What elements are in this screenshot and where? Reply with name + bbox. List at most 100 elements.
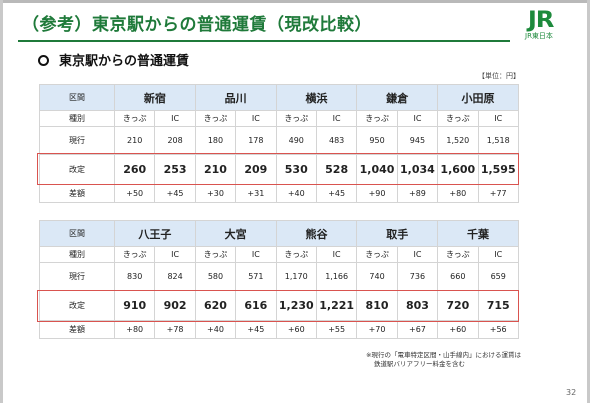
ic-type-label: IC	[154, 110, 196, 127]
fare-difference-ic: +31	[235, 184, 277, 203]
current-fare-ticket: 950	[356, 126, 398, 155]
section-heading-text: 東京駅からの普通運賃	[59, 54, 190, 69]
revised-fare-ic: 528	[315, 154, 358, 185]
current-fare-ic: 483	[315, 126, 358, 155]
station-name: 小田原	[437, 84, 519, 111]
top-bar	[0, 0, 590, 3]
current-fare-ic: 824	[154, 262, 196, 291]
revised-fare-ic: 616	[235, 290, 277, 321]
kind-row: 種別 きっぷ IC きっぷ IC きっぷ IC きっぷ IC きっぷ IC	[39, 110, 519, 127]
revised-fare-ticket: 260	[113, 154, 156, 185]
current-fare-label: 現行	[39, 262, 115, 291]
station-name: 新宿	[114, 84, 196, 111]
current-fare-label: 現行	[39, 126, 115, 155]
current-fare-ticket: 580	[194, 262, 237, 291]
station-name: 熊谷	[275, 220, 358, 247]
current-fare-ic: 1,518	[477, 126, 519, 155]
right-edge	[587, 0, 590, 403]
current-fare-ticket: 210	[113, 126, 156, 155]
circle-bullet-icon	[38, 55, 49, 66]
page-number: 32	[566, 388, 577, 397]
ic-type-label: IC	[235, 110, 277, 127]
ticket-type-label: きっぷ	[113, 246, 156, 263]
fare-difference-ic: +45	[315, 184, 358, 203]
footnote-line-2: 鉄道駅バリアフリー料金を含む	[374, 360, 465, 368]
kind-label: 種別	[39, 110, 115, 127]
ticket-type-label: きっぷ	[356, 110, 398, 127]
station-row: 区間 新宿 品川 横浜 鎌倉 小田原	[39, 84, 519, 111]
fare-difference-ic: +67	[396, 320, 439, 339]
fare-difference-label: 差額	[39, 320, 115, 339]
revised-fare-ic: 715	[477, 290, 519, 321]
ic-type-label: IC	[315, 246, 358, 263]
ticket-type-label: きっぷ	[437, 110, 479, 127]
fare-table-2: 区間 八王子 大宮 熊谷 取手 千葉 種別 きっぷ IC きっぷ IC きっぷ IC きっぷ IC きっぷ IC…	[39, 220, 519, 339]
ic-type-label: IC	[154, 246, 196, 263]
station-name: 大宮	[194, 220, 277, 247]
ticket-type-label: きっぷ	[194, 246, 237, 263]
jr-east-logo: JR JR東日本	[521, 8, 577, 42]
fare-difference-ic: +77	[477, 184, 519, 203]
fare-difference-ic: +55	[315, 320, 358, 339]
revised-fare-ic: 803	[396, 290, 439, 321]
fare-difference-ticket: +60	[437, 320, 479, 339]
fare-table-1: 区間 新宿 品川 横浜 鎌倉 小田原 種別 きっぷ IC きっぷ IC きっぷ IC きっぷ IC きっぷ IC…	[39, 84, 519, 203]
current-fare-ic: 208	[154, 126, 196, 155]
revised-fare-label: 改定	[39, 290, 115, 321]
ic-type-label: IC	[315, 110, 358, 127]
current-fare-ic: 945	[396, 126, 439, 155]
fare-difference-row: 差額 +50 +45 +30 +31 +40 +45 +90 +89 +80 +77	[39, 184, 519, 203]
slide-title: （参考）東京駅からの普通運賃（現改比較）	[22, 15, 372, 35]
fare-difference-ic: +45	[154, 184, 196, 203]
revised-fare-ticket: 1,600	[437, 154, 479, 185]
station-name: 品川	[194, 84, 277, 111]
revised-fare-ticket: 720	[437, 290, 479, 321]
station-name: 鎌倉	[356, 84, 439, 111]
revised-fare-ticket: 1,230	[275, 290, 317, 321]
fare-difference-ticket: +40	[275, 184, 317, 203]
revised-fare-label: 改定	[39, 154, 115, 185]
ticket-type-label: きっぷ	[275, 110, 317, 127]
revised-fare-ticket: 910	[113, 290, 156, 321]
ticket-type-label: きっぷ	[194, 110, 237, 127]
station-header-label: 区間	[39, 220, 115, 247]
ic-type-label: IC	[396, 110, 439, 127]
fare-difference-ic: +56	[477, 320, 519, 339]
station-header-label: 区間	[39, 84, 115, 111]
revised-fare-ticket: 1,040	[356, 154, 398, 185]
unit-note: 【単位：円】	[478, 72, 520, 80]
current-fare-row: 現行 830 824 580 571 1,170 1,166 740 736 660 659	[39, 262, 519, 291]
fare-difference-ticket: +30	[194, 184, 237, 203]
station-name: 八王子	[114, 220, 196, 247]
kind-label: 種別	[39, 246, 115, 263]
fare-difference-ic: +45	[235, 320, 277, 339]
revised-fare-ticket: 810	[356, 290, 398, 321]
fare-difference-ticket: +80	[437, 184, 479, 203]
fare-difference-ticket: +80	[113, 320, 156, 339]
footnote-line-1: ※現行の「電車特定区間・山手線内」における運賃は	[366, 351, 521, 359]
ticket-type-label: きっぷ	[113, 110, 156, 127]
left-edge	[0, 0, 3, 403]
station-name: 千葉	[437, 220, 519, 247]
current-fare-row: 現行 210 208 180 178 490 483 950 945 1,520 1,518	[39, 126, 519, 155]
current-fare-ticket: 180	[194, 126, 237, 155]
revised-fare-ic: 1,221	[315, 290, 358, 321]
current-fare-ic: 1,166	[315, 262, 358, 291]
revised-fare-ic: 253	[154, 154, 196, 185]
station-row: 区間 八王子 大宮 熊谷 取手 千葉	[39, 220, 519, 247]
logo-sub: JR東日本	[525, 32, 553, 40]
ticket-type-label: きっぷ	[356, 246, 398, 263]
current-fare-ticket: 660	[437, 262, 479, 291]
current-fare-ticket: 830	[113, 262, 156, 291]
fare-difference-ic: +89	[396, 184, 439, 203]
revised-fare-ic: 1,034	[396, 154, 439, 185]
current-fare-ic: 571	[235, 262, 277, 291]
current-fare-ic: 659	[477, 262, 519, 291]
footnote: ※現行の「電車特定区間・山手線内」における運賃は 鉄道駅バリアフリー料金を含む	[366, 351, 521, 369]
fare-difference-row: 差額 +80 +78 +40 +45 +60 +55 +70 +67 +60 +56	[39, 320, 519, 339]
ic-type-label: IC	[477, 246, 519, 263]
fare-difference-ticket: +50	[113, 184, 156, 203]
revised-fare-ic: 1,595	[477, 154, 519, 185]
revised-fare-row: 改定 260 253 210 209 530 528 1,040 1,034 1,600 1,595	[39, 154, 519, 185]
station-name: 取手	[356, 220, 439, 247]
